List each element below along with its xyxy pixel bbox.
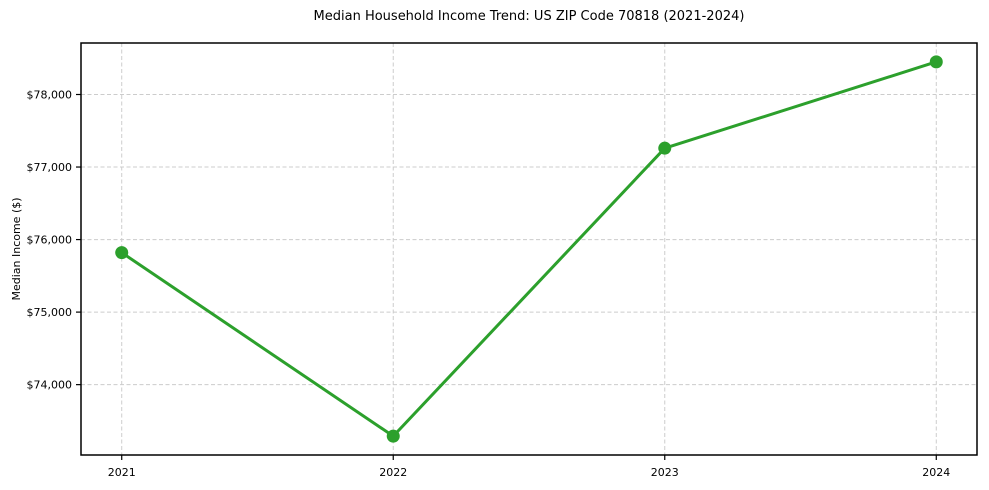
plot-border [80,42,978,456]
data-point-2024 [929,55,943,69]
y-tick-label: $75,000 [27,306,73,319]
trend-line [120,60,938,438]
x-tick-label: 2023 [651,466,679,479]
x-tick-label: 2024 [922,466,950,479]
y-tick-label: $74,000 [27,379,73,392]
chart-title: Median Household Income Trend: US ZIP Co… [313,9,745,24]
y-tick-label: $76,000 [27,234,73,247]
y-tick-label: $78,000 [27,89,73,102]
x-tick-label: 2022 [379,466,407,479]
x-tick-label: 2021 [108,466,136,479]
data-point-2023 [658,141,672,155]
data-point-2021 [115,246,129,260]
data-point-2022 [386,429,400,443]
y-tick-label: $77,000 [27,161,73,174]
